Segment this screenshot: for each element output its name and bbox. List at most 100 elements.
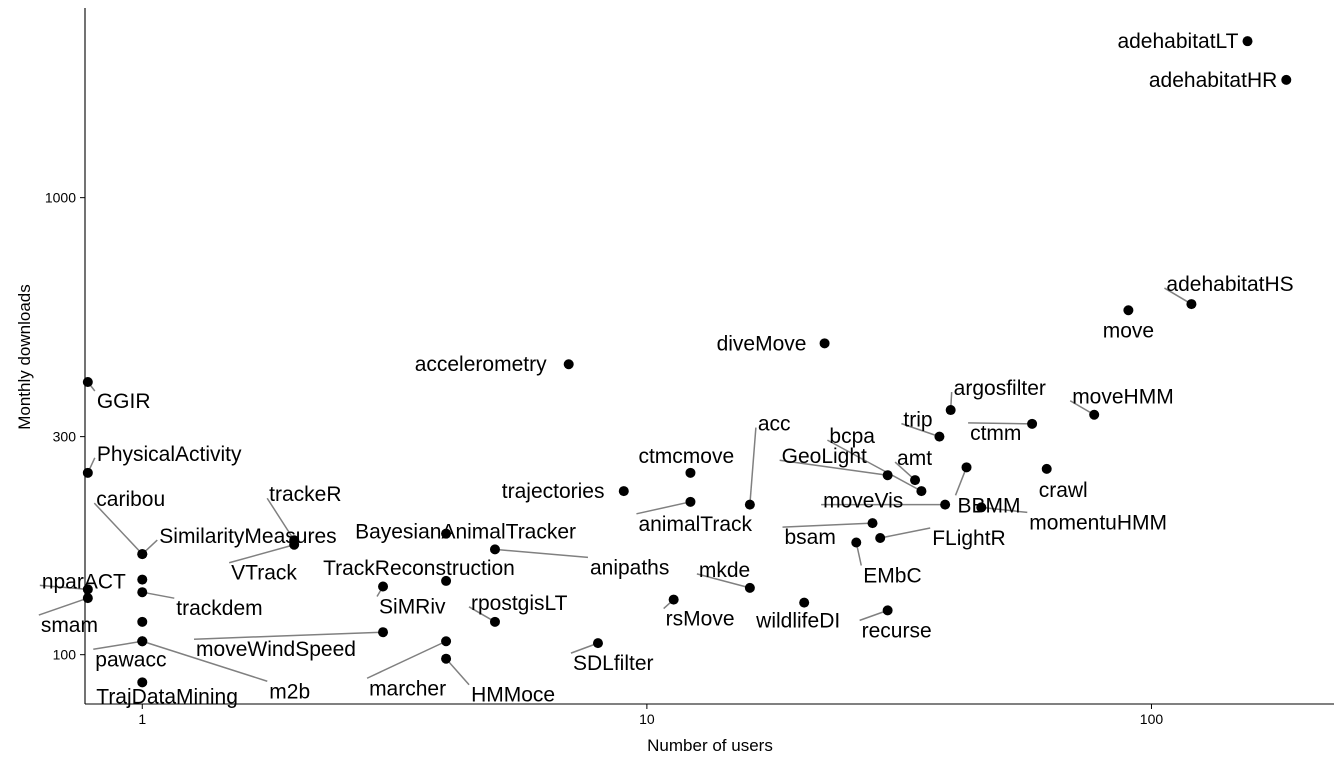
point-label: anipaths (590, 556, 669, 579)
leader-line (968, 422, 1033, 425)
data-point (1027, 418, 1038, 429)
data-point (618, 486, 629, 497)
leader-line (38, 597, 89, 616)
point-label: adehabitatHS (1166, 273, 1293, 296)
point-label: diveMove (717, 332, 807, 355)
data-point (916, 486, 927, 497)
leader-line (981, 506, 1028, 514)
leader-line (228, 544, 295, 564)
point-label: moveHMM (1072, 386, 1174, 409)
leader-line (366, 640, 447, 679)
point-label: moveWindSpeed (196, 638, 356, 661)
point-label: momentuHMM (1029, 511, 1167, 534)
data-point (1089, 409, 1100, 420)
point-label: m2b (269, 680, 310, 703)
leader-line (39, 584, 88, 591)
data-point (1123, 305, 1134, 316)
point-label: trackdem (176, 597, 262, 620)
data-point (961, 462, 972, 473)
point-label: trip (903, 409, 932, 432)
point-label: trackeR (269, 483, 341, 506)
data-point (441, 575, 452, 586)
point-label: BayesianAnimalTracker (355, 521, 576, 544)
data-point (563, 359, 574, 370)
data-point (489, 544, 500, 555)
point-label: EMbC (863, 564, 921, 587)
data-point (685, 467, 696, 478)
y-tick-label: 1000 (45, 190, 76, 206)
leader-line (93, 640, 143, 650)
axes: 1 10 100 100 300 1000 Number of users Monthl… (15, 8, 1334, 755)
data-point (489, 616, 500, 627)
point-label: ctmcmove (638, 445, 734, 468)
point-label: bsam (785, 526, 836, 549)
data-point (799, 597, 810, 608)
data-point (1186, 299, 1197, 310)
point-label: bcpa (829, 425, 875, 448)
data-point (82, 467, 93, 478)
point-label: trajectories (502, 480, 605, 503)
leader-line (636, 501, 691, 515)
point-label: adehabitatHR (1149, 69, 1277, 92)
data-point (137, 636, 148, 647)
x-tick-label: 1 (138, 711, 146, 727)
leader-line (696, 573, 751, 589)
point-label: VTrack (231, 562, 297, 585)
point-label: adehabitatLT (1117, 30, 1238, 53)
point-label: marcher (369, 677, 446, 700)
point-label: caribou (96, 488, 165, 511)
data-point (867, 518, 878, 529)
data-point (934, 431, 945, 442)
data-point (882, 470, 893, 481)
point-label: accelerometry (415, 353, 547, 376)
data-point (137, 616, 148, 627)
point-label: GeoLight (782, 445, 867, 468)
leader-line (445, 658, 470, 686)
point-labels: adehabitatLT adehabitatHR adehabitatHS move… (41, 30, 1294, 708)
point-label: SimilarityMeasures (159, 525, 336, 548)
point-label: move (1103, 319, 1154, 342)
data-point (441, 528, 452, 539)
data-point (137, 587, 148, 598)
point-label: animalTrack (638, 513, 752, 536)
data-point (875, 533, 886, 544)
point-label: TrajDataMining (96, 685, 238, 708)
leader-line (749, 427, 757, 505)
leader-line (468, 606, 496, 623)
y-tick-label: 300 (53, 429, 77, 445)
data-point (137, 549, 148, 560)
x-ticks: 1 10 100 (138, 704, 1163, 727)
point-label: BBMM (958, 494, 1021, 517)
data-point (1041, 463, 1052, 474)
point-label: argosfilter (954, 377, 1046, 400)
leader-line (266, 497, 295, 541)
leader-line (1164, 287, 1192, 305)
point-label: TrackReconstruction (323, 557, 515, 580)
point-label: ctmm (970, 422, 1021, 445)
leader-line (142, 640, 268, 682)
point-label: pawacc (95, 648, 166, 671)
leader-line (782, 522, 873, 528)
data-point (289, 539, 300, 550)
leader-line (827, 439, 922, 492)
data-point (441, 636, 452, 647)
data-point (592, 638, 603, 649)
leader-line (954, 467, 968, 496)
data-point (378, 627, 389, 638)
point-label: wildlifeDI (755, 610, 840, 633)
point-label: rsMove (666, 608, 735, 631)
data-point (851, 537, 862, 548)
y-ticks: 100 300 1000 (45, 190, 85, 663)
leader-line (901, 422, 940, 438)
y-axis-title: Monthly downloads (15, 284, 34, 430)
data-points (82, 36, 1292, 688)
data-point (685, 496, 696, 507)
point-label: SiMRiv (379, 595, 446, 618)
point-label: recurse (862, 619, 932, 642)
point-label: acc (758, 413, 791, 436)
data-point (744, 499, 755, 510)
data-point (441, 653, 452, 664)
leader-line (779, 459, 888, 476)
